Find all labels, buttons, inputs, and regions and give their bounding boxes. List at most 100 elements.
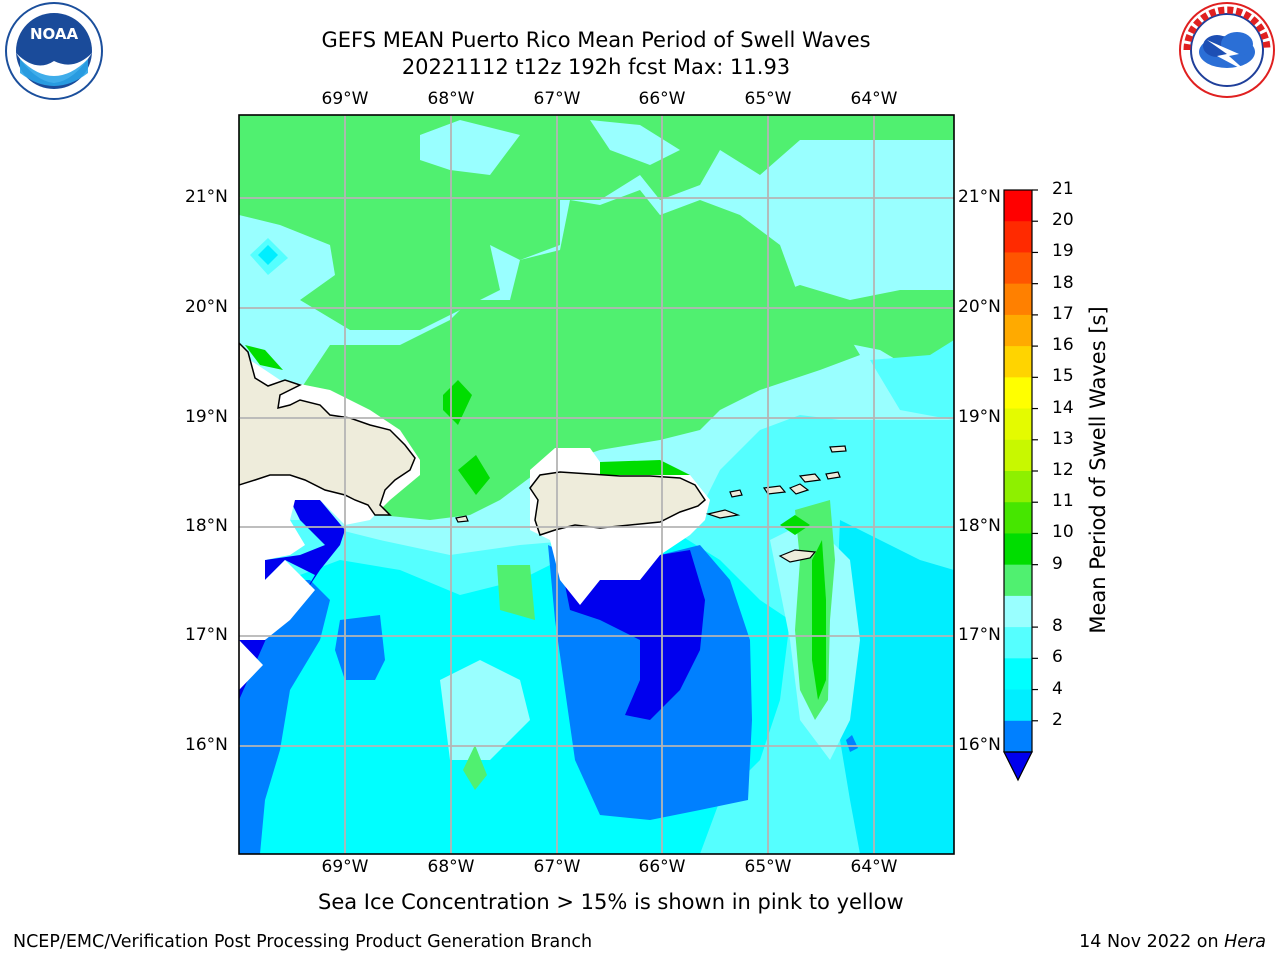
colorbar-tick-label: 18 (1052, 272, 1074, 293)
lat-label-right: 16°N (958, 735, 1001, 755)
lat-label-right: 20°N (958, 297, 1001, 317)
contour-band-4-6-east (835, 520, 954, 854)
lon-label-bottom: 69°W (321, 857, 369, 877)
contour-band-9-10-central (300, 190, 860, 520)
contour-band-below-2-central (560, 550, 705, 720)
vieques (705, 509, 741, 519)
culebra (729, 489, 743, 498)
lon-label-top: 69°W (321, 89, 369, 109)
contour-band-10-11-patch3 (245, 345, 283, 370)
lon-label-top: 64°W (850, 89, 898, 109)
footer-date-text: 14 Nov 2022 on (1079, 932, 1225, 952)
contour-band-10-11-dot (780, 515, 810, 535)
contour-band-below-2-west (239, 500, 345, 700)
no-data-mask-hispaniola-south (239, 640, 263, 690)
lon-label-bottom: 65°W (744, 857, 792, 877)
colorbar-tick-label: 14 (1052, 397, 1074, 418)
colorbar (1003, 189, 1038, 782)
colorbar-segment (1004, 502, 1032, 534)
colorbar-tick-label: 16 (1052, 335, 1074, 356)
colorbar-segment (1004, 346, 1032, 378)
virgin-gorda (825, 471, 841, 480)
st-john (788, 483, 810, 495)
lat-label-left: 20°N (185, 297, 228, 317)
contour-band-10-11-strip (812, 540, 826, 700)
contour-band-8-9-south (440, 660, 530, 760)
colorbar-segment (1004, 533, 1032, 566)
lon-label-top: 68°W (427, 89, 475, 109)
map-subtitle: 20221112 t12z 192h fcst Max: 11.93 (401, 55, 791, 79)
colorbar-segment (1004, 252, 1032, 285)
contour-band-9-10-patch (497, 565, 535, 620)
colorbar-tick-label: 4 (1052, 678, 1063, 699)
hispaniola-land (239, 341, 416, 516)
colorbar-segment (1004, 595, 1032, 628)
contour-band-2-4-dot (846, 735, 858, 752)
colorbar-tick-label: 10 (1052, 522, 1074, 543)
map-title: GEFS MEAN Puerto Rico Mean Period of Swe… (321, 28, 871, 52)
contour-band-10-11-pr (600, 460, 690, 475)
colorbar-segment (1004, 720, 1032, 753)
contour-band-10-11-patch2 (458, 455, 490, 495)
contour-band-2-4-patch (335, 615, 385, 680)
colorbar-tick-label: 15 (1052, 366, 1074, 387)
tortola (798, 473, 822, 483)
graticule (239, 115, 954, 854)
colorbar-segment (1004, 283, 1032, 316)
colorbar-tick-label: 17 (1052, 303, 1074, 324)
footer-credit: NCEP/EMC/Verification Post Processing Pr… (13, 932, 593, 952)
colorbar-segment (1004, 627, 1032, 659)
mona-island (455, 515, 469, 523)
colorbar-segment (1004, 658, 1032, 691)
colorbar-segment (1004, 377, 1032, 410)
anegada (829, 445, 847, 453)
sea-ice-note: Sea Ice Concentration > 15% is shown in … (318, 890, 904, 914)
lat-label-right: 18°N (958, 516, 1001, 536)
lon-label-bottom: 68°W (427, 857, 475, 877)
colorbar-tick-label: 12 (1052, 460, 1074, 480)
footer-host: Hera (1224, 932, 1266, 952)
colorbar-segment (1004, 564, 1032, 597)
svg-text:NOAA: NOAA (30, 25, 79, 43)
contour-band-4-6-nw (258, 245, 278, 265)
colorbar-tick-label: 9 (1052, 553, 1063, 574)
colorbar-segment (1004, 314, 1032, 347)
lat-label-left: 21°N (185, 187, 228, 207)
contour-band-6-8-east (870, 340, 954, 420)
lat-label-right: 17°N (958, 625, 1001, 645)
lat-label-left: 18°N (185, 516, 228, 536)
colorbar-tick-label: 20 (1052, 210, 1074, 231)
colorbar-segment (1004, 471, 1032, 503)
colorbar-segment (1004, 221, 1032, 253)
lon-label-bottom: 64°W (850, 857, 898, 877)
contour-band-8-9-upper (590, 120, 680, 165)
lat-label-left: 17°N (185, 625, 228, 645)
lat-label-left: 19°N (185, 407, 228, 427)
colorbar-tick-label: 21 (1052, 179, 1074, 199)
colorbar-tick-label: 13 (1052, 428, 1074, 449)
colorbar-tick-label: 6 (1052, 647, 1063, 668)
footer-date: 14 Nov 2022 on Hera (1079, 932, 1266, 952)
map-frame (238, 114, 955, 855)
colorbar-tick-label: 11 (1052, 491, 1074, 512)
colorbar-segment (1004, 190, 1032, 222)
lon-label-top: 66°W (638, 89, 686, 109)
colorbar-tick-label: 2 (1052, 709, 1063, 730)
colorbar-segment (1004, 689, 1032, 722)
lon-label-top: 67°W (533, 89, 581, 109)
lat-label-left: 16°N (185, 735, 228, 755)
colorbar-tick-label: 19 (1052, 241, 1074, 262)
colorbar-title: Mean Period of Swell Waves [s] (1086, 306, 1110, 634)
st-thomas (762, 485, 787, 495)
lon-label-top: 65°W (744, 89, 792, 109)
colorbar-segment (1004, 439, 1032, 472)
colorbar-segment (1004, 408, 1032, 441)
contour-band-9-10-patch2 (463, 745, 487, 790)
nws-logo (1177, 0, 1277, 104)
lat-label-right: 19°N (958, 407, 1001, 427)
lat-label-right: 21°N (958, 187, 1001, 207)
colorbar-extend-arrow (1003, 751, 1033, 782)
lon-label-bottom: 67°W (533, 857, 581, 877)
lon-label-bottom: 66°W (638, 857, 686, 877)
